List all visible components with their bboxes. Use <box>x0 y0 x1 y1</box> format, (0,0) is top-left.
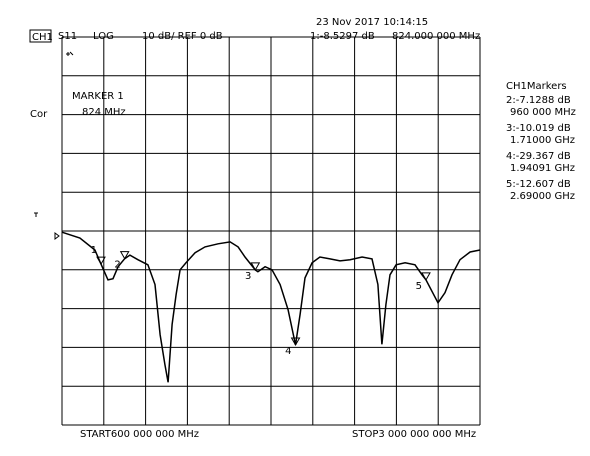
marker-label: 1 <box>91 245 97 256</box>
marker-readout-value: 5:-12.607 dB <box>506 179 571 190</box>
marker <box>421 272 431 281</box>
marker <box>290 337 301 346</box>
marker-readout-freq: 960 000 MHz <box>510 107 576 118</box>
stop-label: STOP3 000 000 000 MHz <box>352 429 476 440</box>
marker <box>96 256 106 266</box>
correction: Cor <box>30 109 48 120</box>
channel: CH1 <box>32 32 53 43</box>
scale-mark <box>34 212 38 217</box>
marker-readout-freq: 1.71000 GHz <box>510 135 575 146</box>
marker-box-title: MARKER 1 <box>72 91 124 102</box>
channel-box <box>29 29 52 43</box>
marker-readout-value: 4:-29.367 dB <box>506 151 571 162</box>
marker-label: 2 <box>114 260 120 271</box>
marker-readout-value: 3:-10.019 dB <box>506 123 571 134</box>
marker-readout-freq: 1.94091 GHz <box>510 163 575 174</box>
marker-label: 5 <box>416 281 422 292</box>
start-label: START600 000 000 MHz <box>80 429 199 440</box>
marker-readout-freq: 2.69000 GHz <box>510 191 575 202</box>
marker <box>119 251 130 260</box>
marker <box>250 262 261 271</box>
marker-label: 4 <box>285 346 291 357</box>
ref-pointer <box>54 232 60 240</box>
trace <box>61 231 481 383</box>
icon <box>66 51 74 56</box>
marker-label: 3 <box>245 271 251 282</box>
marker-readout-value: 2:-7.1288 dB <box>506 95 571 106</box>
marker-table-title: CH1Markers <box>506 81 567 92</box>
datetime: 23 Nov 2017 10:14:15 <box>316 17 428 28</box>
